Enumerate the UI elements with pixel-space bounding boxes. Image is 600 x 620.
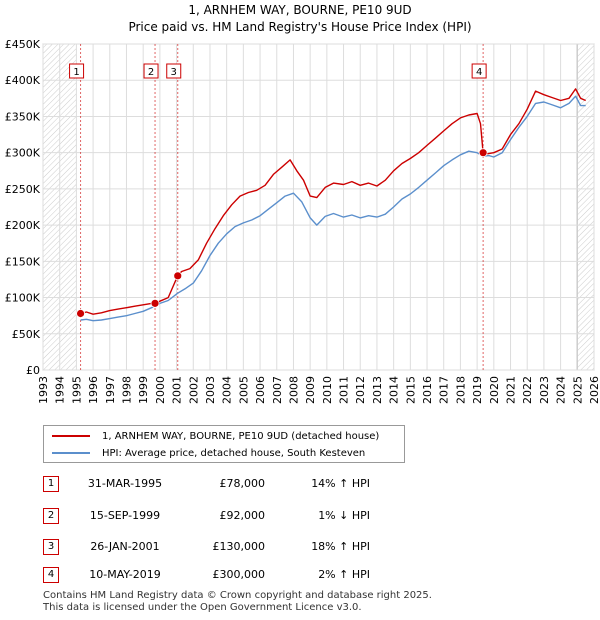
y-tick-label: £450K — [5, 38, 41, 51]
transaction-label-box — [69, 63, 85, 79]
x-tick-label: 1995 — [70, 376, 83, 404]
x-tick-label: 2000 — [154, 376, 167, 404]
x-tick-label: 2003 — [204, 376, 217, 404]
x-tick-label: 2004 — [221, 376, 234, 404]
transaction-label-box — [143, 63, 159, 79]
x-tick-label: 1998 — [120, 376, 133, 404]
x-tick-label: 2010 — [321, 376, 334, 404]
transaction-price: £92,000 — [219, 509, 266, 522]
transaction-price: £130,000 — [212, 540, 266, 553]
table-row: 3 26-JAN-2001 £130,000 18% ↑ HPI — [0, 539, 600, 559]
x-tick-label: 2002 — [187, 376, 200, 404]
legend-item-hpi: HPI: Average price, detached house, Sout… — [52, 445, 365, 461]
footer-license: This data is licensed under the Open Gov… — [43, 602, 362, 613]
transaction-point — [173, 271, 183, 281]
x-tick-label: 2022 — [521, 376, 534, 404]
legend-label-hpi: HPI: Average price, detached house, Sout… — [102, 447, 366, 459]
x-tick-label: 2012 — [354, 376, 367, 404]
x-tick-label: 2011 — [338, 376, 351, 404]
transaction-label: 2 — [148, 67, 154, 78]
x-tick-label: 1997 — [104, 376, 117, 404]
future-zone — [577, 44, 594, 370]
transaction-point — [150, 298, 160, 308]
transaction-hpi-diff: 18% ↑ HPI — [311, 540, 370, 553]
y-tick-label: £250K — [5, 183, 41, 196]
x-tick-label: 2013 — [371, 376, 384, 404]
y-tick-label: £100K — [5, 292, 41, 305]
x-tick-label: 2021 — [505, 376, 518, 404]
x-tick-label: 1999 — [137, 376, 150, 404]
transaction-label: 3 — [171, 67, 177, 78]
y-tick-label: £300K — [5, 147, 41, 160]
x-tick-label: 2008 — [287, 376, 300, 404]
transaction-label: 1 — [73, 67, 79, 78]
table-row: 2 15-SEP-1999 £92,000 1% ↓ HPI — [0, 508, 600, 528]
x-tick-label: 2009 — [304, 376, 317, 404]
x-tick-label: 2020 — [488, 376, 501, 404]
transaction-label-box — [471, 63, 487, 79]
x-tick-label: 2023 — [538, 376, 551, 404]
legend-label-property: 1, ARNHEM WAY, BOURNE, PE10 9UD (detache… — [102, 430, 380, 442]
y-tick-label: £150K — [5, 255, 41, 268]
x-tick-label: 2017 — [438, 376, 451, 404]
x-tick-label: 2018 — [454, 376, 467, 404]
transaction-point — [76, 309, 85, 318]
transaction-label-box — [166, 63, 182, 79]
transaction-badge: 3 — [43, 539, 59, 555]
transaction-date: 26-JAN-2001 — [90, 540, 160, 553]
y-tick-label: £0 — [26, 364, 40, 377]
transaction-badge: 2 — [43, 508, 59, 524]
footer: Contains HM Land Registry data © Crown c… — [43, 590, 432, 614]
x-tick-label: 2019 — [471, 376, 484, 404]
legend-line-property — [52, 435, 90, 437]
chart-subtitle: Price paid vs. HM Land Registry's House … — [128, 20, 472, 34]
legend-item-property: 1, ARNHEM WAY, BOURNE, PE10 9UD (detache… — [52, 428, 379, 444]
x-tick-label: 2024 — [555, 376, 568, 404]
legend: 1, ARNHEM WAY, BOURNE, PE10 9UD (detache… — [43, 425, 405, 463]
chart-title: 1, ARNHEM WAY, BOURNE, PE10 9UD — [188, 3, 412, 17]
x-tick-label: 2026 — [588, 376, 600, 404]
transaction-hpi-diff: 14% ↑ HPI — [311, 477, 370, 490]
transaction-date: 15-SEP-1999 — [89, 509, 161, 522]
y-tick-label: £400K — [5, 74, 41, 87]
transaction-hpi-diff: 1% ↓ HPI — [318, 509, 370, 522]
x-tick-label: 2007 — [271, 376, 284, 404]
x-tick-label: 1996 — [87, 376, 100, 404]
x-tick-label: 1993 — [37, 376, 50, 404]
x-tick-label: 2005 — [237, 376, 250, 404]
transaction-hpi-diff: 2% ↑ HPI — [318, 568, 370, 581]
transaction-label: 4 — [476, 67, 482, 78]
x-tick-label: 2025 — [571, 376, 584, 404]
legend-line-hpi — [52, 452, 90, 454]
transaction-point — [478, 148, 488, 158]
price-chart: 1 2 3 4 £0 £50K £100K £150K £200K £250K £300K £350… — [5, 38, 600, 404]
x-tick-label: 2014 — [388, 376, 401, 404]
table-row: 4 10-MAY-2019 £300,000 2% ↑ HPI — [0, 567, 600, 587]
y-tick-label: £350K — [5, 110, 41, 123]
transaction-price: £300,000 — [212, 568, 266, 581]
series-line-hpi — [80, 95, 586, 322]
y-tick-label: £50K — [12, 328, 41, 341]
series-line-property — [80, 88, 586, 315]
x-tick-label: 2016 — [421, 376, 434, 404]
footer-copyright: Contains HM Land Registry data © Crown c… — [43, 590, 432, 601]
table-row: 1 31-MAR-1995 £78,000 14% ↑ HPI — [0, 476, 600, 496]
transaction-date: 31-MAR-1995 — [87, 477, 163, 490]
transaction-price: £78,000 — [219, 477, 266, 490]
y-tick-label: £200K — [5, 219, 41, 232]
transaction-date: 10-MAY-2019 — [89, 568, 161, 581]
plot-area — [42, 43, 595, 371]
transaction-badge: 1 — [43, 476, 59, 492]
x-tick-label: 2006 — [254, 376, 267, 404]
x-tick-label: 2001 — [171, 376, 184, 404]
transaction-badge: 4 — [43, 567, 59, 583]
x-tick-label: 1994 — [54, 376, 67, 404]
x-tick-label: 2015 — [404, 376, 417, 404]
